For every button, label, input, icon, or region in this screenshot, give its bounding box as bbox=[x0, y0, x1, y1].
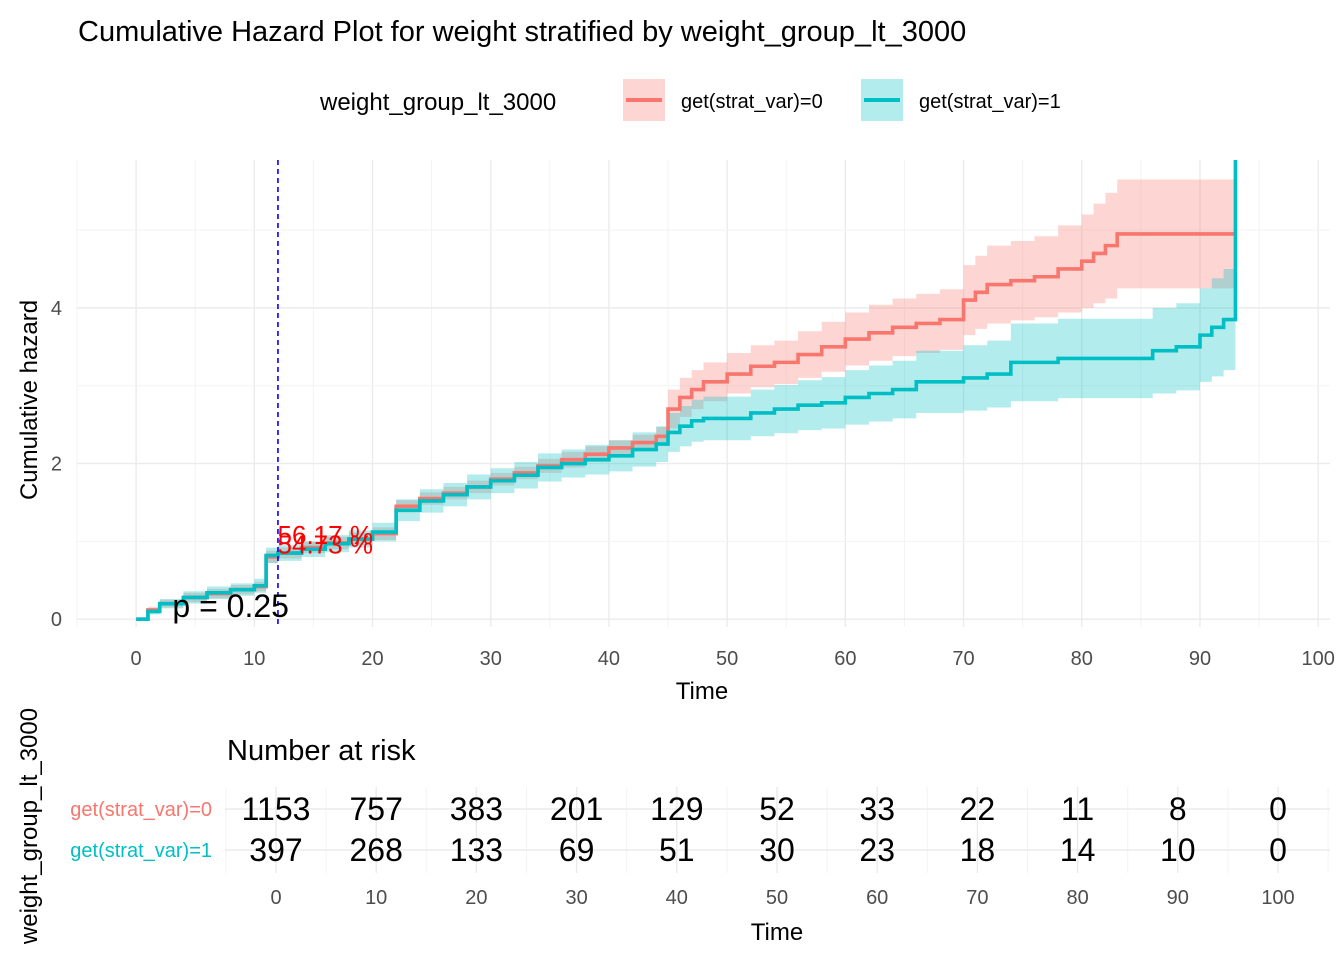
ci-band-group1 bbox=[136, 264, 1236, 620]
risk-cell: 129 bbox=[650, 791, 703, 827]
risk-cell: 23 bbox=[859, 832, 895, 868]
y-tick-label: 2 bbox=[51, 454, 62, 476]
legend: weight_group_lt_3000 get(strat_var)=0 ge… bbox=[319, 79, 1061, 121]
risk-x-tick-label: 0 bbox=[270, 887, 281, 909]
y-tick-label: 0 bbox=[51, 609, 62, 631]
risk-cell: 18 bbox=[960, 832, 996, 868]
risk-row-label: get(strat_var)=1 bbox=[70, 840, 212, 862]
chart-title: Cumulative Hazard Plot for weight strati… bbox=[78, 16, 966, 48]
risk-x-tick-label: 20 bbox=[465, 887, 487, 909]
risk-cell: 33 bbox=[859, 791, 895, 827]
risk-cell: 11 bbox=[1061, 791, 1094, 827]
risk-cell: 69 bbox=[559, 832, 595, 868]
x-tick-label: 30 bbox=[480, 648, 502, 670]
risk-x-tick-label: 30 bbox=[565, 887, 587, 909]
x-tick-label: 70 bbox=[952, 648, 974, 670]
plot-annotations: 56.17 %54.73 % p = 0.25 bbox=[172, 160, 373, 627]
x-tick-label: 60 bbox=[834, 648, 856, 670]
x-tick-label: 40 bbox=[598, 648, 620, 670]
risk-cell: 201 bbox=[550, 791, 603, 827]
risk-cell: 51 bbox=[659, 832, 695, 868]
risk-cell: 30 bbox=[759, 832, 795, 868]
hazard-line-group1 bbox=[136, 160, 1238, 622]
legend-title: weight_group_lt_3000 bbox=[319, 89, 556, 116]
x-tick-label: 80 bbox=[1071, 648, 1093, 670]
risk-x-axis-label: Time bbox=[751, 919, 803, 946]
risk-cell: 397 bbox=[249, 832, 302, 868]
risk-cell: 14 bbox=[1060, 832, 1096, 868]
risk-cell: 52 bbox=[759, 791, 795, 827]
pct-annotation-0: 56.17 % bbox=[278, 520, 373, 550]
hazard-curves bbox=[136, 160, 1238, 622]
risk-cell: 133 bbox=[450, 832, 503, 868]
risk-cell: 757 bbox=[350, 791, 403, 827]
risk-cell: 22 bbox=[960, 791, 996, 827]
p-value-label: p = 0.25 bbox=[172, 588, 289, 624]
x-tick-label: 10 bbox=[243, 648, 265, 670]
risk-x-tick-label: 40 bbox=[666, 887, 688, 909]
x-tick-label: 90 bbox=[1189, 648, 1211, 670]
risk-cell: 268 bbox=[350, 832, 403, 868]
legend-label-group0: get(strat_var)=0 bbox=[681, 91, 823, 113]
plot-axes: 0 10 20 30 40 50 60 70 80 90 100 0 2 4 bbox=[51, 298, 1335, 670]
risk-cell: 1153 bbox=[242, 791, 311, 827]
risk-table-grid bbox=[225, 787, 1330, 873]
risk-cell: 10 bbox=[1160, 832, 1196, 868]
pct-annotation-1: 54.73 % bbox=[278, 529, 373, 559]
y-axis-label: Cumulative hazard bbox=[16, 300, 43, 500]
risk-x-tick-label: 70 bbox=[966, 887, 988, 909]
risk-cell: 0 bbox=[1269, 832, 1287, 868]
y-tick-label: 4 bbox=[51, 298, 62, 320]
risk-y-axis-label: weight_group_lt_3000 bbox=[16, 708, 43, 945]
risk-cell: 383 bbox=[450, 791, 503, 827]
risk-cell: 0 bbox=[1269, 791, 1287, 827]
risk-x-tick-label: 90 bbox=[1167, 887, 1189, 909]
legend-item-group1: get(strat_var)=1 bbox=[861, 79, 1061, 121]
legend-item-group0: get(strat_var)=0 bbox=[623, 79, 823, 121]
x-tick-label: 0 bbox=[131, 648, 142, 670]
risk-x-tick-label: 50 bbox=[766, 887, 788, 909]
x-axis-label: Time bbox=[676, 678, 728, 705]
risk-x-tick-label: 10 bbox=[365, 887, 387, 909]
x-tick-label: 20 bbox=[361, 648, 383, 670]
risk-x-tick-label: 100 bbox=[1261, 887, 1294, 909]
plot-grid bbox=[76, 160, 1330, 627]
risk-table-title: Number at risk bbox=[227, 735, 416, 767]
risk-table: get(strat_var)=0 1153 757 383 201 129 52 33 22 11… bbox=[70, 791, 1294, 909]
risk-x-tick-label: 60 bbox=[866, 887, 888, 909]
x-tick-label: 100 bbox=[1301, 648, 1334, 670]
risk-x-tick-label: 80 bbox=[1066, 887, 1088, 909]
x-tick-label: 50 bbox=[716, 648, 738, 670]
legend-label-group1: get(strat_var)=1 bbox=[919, 91, 1061, 113]
risk-row-label: get(strat_var)=0 bbox=[70, 799, 212, 821]
risk-cell: 8 bbox=[1169, 791, 1187, 827]
